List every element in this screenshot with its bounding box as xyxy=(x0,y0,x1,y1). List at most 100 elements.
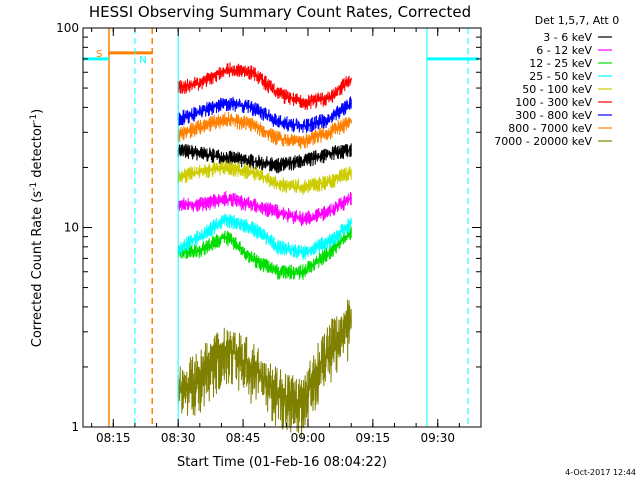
series-9-point-6 xyxy=(303,403,305,405)
series-1-point-3 xyxy=(225,156,227,158)
series-1-point-2 xyxy=(199,152,201,155)
series-3-point-3 xyxy=(225,236,227,238)
y-tick-label-3: 100 xyxy=(56,21,79,35)
series-7-point-7 xyxy=(329,118,331,120)
series-line-6 xyxy=(177,62,352,110)
series-8-point-6 xyxy=(303,140,305,142)
x-axis: 08:15 08:30 08:45 09:00 09:15 09:30 xyxy=(91,28,482,445)
chart-title: HESSI Observing Summary Count Rates, Cor… xyxy=(89,3,471,21)
x-tick-label-5: 09:15 xyxy=(356,431,391,445)
series-2-point-8 xyxy=(350,197,352,199)
series-5-point-5 xyxy=(277,183,279,185)
y-tick-label-2: 10 xyxy=(64,221,79,235)
series-7-point-2 xyxy=(199,111,201,113)
series-2-point-7 xyxy=(329,211,331,213)
series-8-point-8 xyxy=(350,120,352,123)
series-8-point-4 xyxy=(251,123,253,125)
legend-label-5: 50 - 100 keV xyxy=(522,83,592,96)
series-2-point-2 xyxy=(199,204,201,206)
legend-label-8: 800 - 7000 keV xyxy=(508,122,592,135)
x-tick-label-2: 08:30 xyxy=(161,431,196,445)
legend-header: Det 1,5,7, Att 0 xyxy=(535,14,619,27)
series-line-1 xyxy=(177,143,352,174)
series-5-point-8 xyxy=(350,171,352,173)
series-line-5 xyxy=(177,160,352,195)
series-3-point-4 xyxy=(251,257,253,259)
series-6-point-4 xyxy=(251,71,253,73)
series-8-point-5 xyxy=(277,137,279,139)
series-5-point-7 xyxy=(329,180,331,183)
series-8-point-3 xyxy=(225,118,227,120)
series-4-point-4 xyxy=(251,226,253,229)
series-4-point-6 xyxy=(303,251,305,253)
series-6-point-5 xyxy=(277,92,279,94)
series-line-7 xyxy=(177,96,352,133)
legend-label-1: 3 - 6 keV xyxy=(543,31,592,44)
attenuator-overlay: SN xyxy=(83,28,479,427)
series-9-point-3 xyxy=(225,347,227,349)
series-3-point-2 xyxy=(199,249,201,251)
series-2-point-4 xyxy=(251,204,253,206)
series-6-point-2 xyxy=(199,82,201,84)
plot-frame xyxy=(82,27,482,428)
legend-label-7: 300 - 800 keV xyxy=(515,109,592,122)
y-axis: 1 10 100 xyxy=(56,21,481,434)
x-tick-label-4: 09:00 xyxy=(291,431,326,445)
series-line-4 xyxy=(177,213,352,260)
series-1-point-4 xyxy=(251,160,253,162)
y-tick-label-1: 1 xyxy=(71,420,79,434)
series-4-point-5 xyxy=(277,246,279,248)
series-line-9 xyxy=(177,299,352,438)
y-axis-label: Corrected Count Rate (s-1 detector-1) xyxy=(29,109,45,347)
x-tick-label-1: 08:15 xyxy=(96,431,131,445)
series-5-point-3 xyxy=(225,166,227,168)
series-9-point-7 xyxy=(329,347,331,349)
series-3-point-8 xyxy=(350,231,352,233)
series-6-point-8 xyxy=(350,79,352,81)
series-2-point-6 xyxy=(303,218,305,220)
series-1-point-7 xyxy=(329,152,331,155)
series-7-point-6 xyxy=(303,126,305,128)
series-3-point-5 xyxy=(277,271,279,273)
series-4-point-2 xyxy=(199,236,201,238)
series-4-point-7 xyxy=(329,241,331,243)
timestamp: 4-Oct-2017 12:44 xyxy=(565,468,636,477)
series-7-point-8 xyxy=(350,102,352,104)
series-line-3 xyxy=(177,226,352,280)
x-axis-label: Start Time (01-Feb-16 08:04:22) xyxy=(177,455,387,470)
series-8-point-7 xyxy=(329,131,331,133)
series-7-point-5 xyxy=(277,120,279,123)
series-1-point-8 xyxy=(350,149,352,151)
series-line-2 xyxy=(177,190,352,227)
series-8-point-2 xyxy=(199,126,201,128)
legend-label-4: 25 - 50 keV xyxy=(529,70,592,83)
night-flag-label: N xyxy=(139,55,146,66)
series-9-point-8 xyxy=(350,320,352,322)
series-4-point-8 xyxy=(350,222,352,224)
series-9-point-2 xyxy=(199,375,201,377)
saa-flag-label: S xyxy=(96,49,102,60)
series-1-point-6 xyxy=(303,160,305,162)
series-9-point-4 xyxy=(251,366,253,368)
series-6-point-3 xyxy=(225,68,227,70)
series-6-point-7 xyxy=(329,96,331,98)
series-3-point-6 xyxy=(303,271,305,273)
series-2-point-3 xyxy=(225,197,227,199)
series-7-point-4 xyxy=(251,106,253,108)
series-line-8 xyxy=(177,112,352,149)
legend-label-2: 6 - 12 keV xyxy=(536,44,592,57)
series-9-point-5 xyxy=(277,391,279,393)
series-3-point-7 xyxy=(329,251,331,253)
x-tick-label-3: 08:45 xyxy=(226,431,261,445)
series-6-point-6 xyxy=(303,102,305,104)
series-1-point-5 xyxy=(277,164,279,166)
series-5-point-6 xyxy=(303,186,305,188)
series-2-point-5 xyxy=(277,211,279,213)
series-7-point-3 xyxy=(225,102,227,104)
legend-label-3: 12 - 25 keV xyxy=(529,57,592,70)
series-5-point-2 xyxy=(199,171,201,173)
series-5-point-4 xyxy=(251,171,253,173)
x-tick-label-6: 09:30 xyxy=(420,431,455,445)
legend-label-9: 7000 - 20000 keV xyxy=(494,135,592,148)
